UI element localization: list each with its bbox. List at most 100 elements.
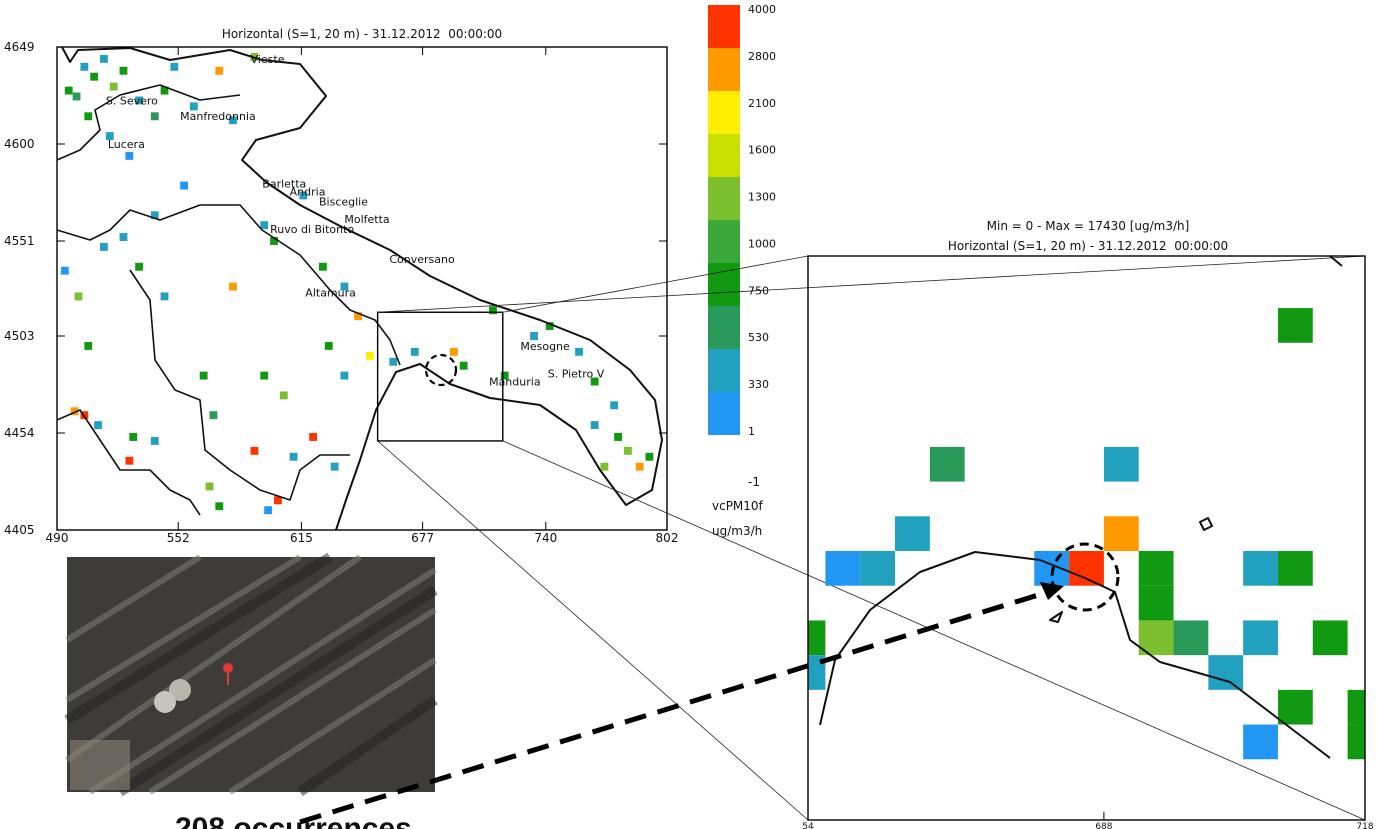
map-cell	[260, 372, 268, 380]
colorbar-label: 530	[748, 331, 769, 344]
zoom-cell	[1313, 620, 1348, 655]
main-map-cells	[61, 53, 653, 514]
map-cell	[575, 348, 583, 356]
zoom-title-1: Min = 0 - Max = 17430 [ug/m3/h]	[987, 219, 1190, 233]
zoom-cell	[1208, 655, 1243, 690]
map-cell	[601, 463, 609, 471]
place-label: Vieste	[251, 53, 285, 66]
map-cell	[110, 83, 118, 91]
zoom-coastline	[820, 256, 1342, 758]
zoom-cell	[895, 516, 930, 551]
map-cell	[161, 292, 169, 300]
map-cell	[251, 447, 259, 455]
y-tick-label: 4649	[4, 40, 35, 54]
map-cell	[94, 421, 102, 429]
zoom-cell	[1278, 551, 1313, 586]
x-tick-label: 615	[290, 531, 313, 545]
x-tick-label: 740	[534, 531, 557, 545]
x-tick-label: 677	[411, 531, 434, 545]
map-cell	[170, 63, 178, 71]
map-cell	[319, 263, 327, 271]
colorbar-label: 4000	[748, 3, 776, 16]
zoom-cell	[1278, 690, 1313, 725]
main-map-title: Horizontal (S=1, 20 m) - 31.12.2012 00:0…	[222, 27, 502, 41]
map-cell	[280, 391, 288, 399]
map-cell	[591, 421, 599, 429]
map-cell	[100, 55, 108, 63]
zoom-cell	[1104, 447, 1139, 482]
map-cell	[450, 348, 458, 356]
map-cell	[215, 67, 223, 75]
colorbar-band	[708, 91, 740, 134]
colorbar-label: 2100	[748, 97, 776, 110]
map-cell	[614, 433, 622, 441]
colorbar-band	[708, 177, 740, 220]
satellite-photo	[67, 557, 435, 792]
map-cell	[624, 447, 632, 455]
colorbar-label: 2800	[748, 50, 776, 63]
zoom-cell	[1139, 586, 1174, 621]
zoom-x-tick-label: 688	[1095, 822, 1112, 829]
connector-line	[503, 441, 1365, 820]
zoom-cell	[1348, 725, 1378, 760]
map-cell	[340, 372, 348, 380]
zoom-cell	[1104, 516, 1139, 551]
map-cell	[84, 342, 92, 350]
map-cell	[73, 93, 81, 101]
place-label: S. Pietro V	[548, 368, 605, 381]
zoom-cell	[1174, 620, 1209, 655]
map-cell	[366, 352, 374, 360]
map-cell	[215, 502, 223, 510]
map-cell	[264, 506, 272, 514]
map-cell	[129, 433, 137, 441]
map-cell	[80, 63, 88, 71]
colorbar-band	[708, 349, 740, 392]
map-cell	[460, 362, 468, 370]
zoom-cell	[1243, 620, 1278, 655]
colorbar-variable: vcPM10f	[712, 499, 764, 513]
map-cell	[84, 112, 92, 120]
figure: Horizontal (S=1, 20 m) - 31.12.2012 00:0…	[0, 0, 1378, 829]
place-label: Mesogne	[520, 340, 570, 353]
map-cell	[260, 221, 268, 229]
place-label: Ruvo di Bitonto	[270, 223, 354, 236]
x-tick-label: 802	[656, 531, 679, 545]
map-cell	[135, 263, 143, 271]
place-label: Conversano	[389, 253, 455, 266]
colorbar-label: 1600	[748, 144, 776, 157]
colorbar-label: 1000	[748, 237, 776, 250]
place-label: Manduria	[489, 375, 540, 388]
zoom-cell	[930, 447, 965, 482]
map-cell	[180, 182, 188, 190]
place-label: Altamura	[305, 286, 356, 299]
x-tick-label: 552	[167, 531, 190, 545]
colorbar-below-label: -1	[748, 475, 760, 489]
map-cell	[290, 453, 298, 461]
map-cell	[530, 332, 538, 340]
colorbar-band	[708, 134, 740, 177]
main-map-frame	[57, 47, 667, 530]
y-tick-label: 4454	[4, 426, 35, 440]
map-cell	[65, 87, 73, 95]
zoom-cell	[860, 551, 895, 586]
y-tick-label: 4600	[4, 137, 35, 151]
place-label: Lucera	[108, 138, 145, 151]
connector-line	[378, 256, 1365, 312]
colorbar-label: 1	[748, 425, 755, 438]
colorbar-band	[708, 5, 740, 48]
x-tick-label: 490	[46, 531, 69, 545]
map-cell	[645, 453, 653, 461]
map-cell	[61, 267, 69, 275]
map-cell	[610, 401, 618, 409]
zoom-cell	[825, 551, 860, 586]
map-cell	[489, 306, 497, 314]
zoom-cell	[1348, 690, 1378, 725]
zoom-cell	[1243, 725, 1278, 760]
y-tick-label: 4405	[4, 523, 35, 537]
map-cell	[210, 411, 218, 419]
map-cell	[120, 67, 128, 75]
zoom-cell	[1278, 308, 1313, 343]
map-cell	[229, 283, 237, 291]
y-tick-label: 4551	[4, 234, 35, 248]
